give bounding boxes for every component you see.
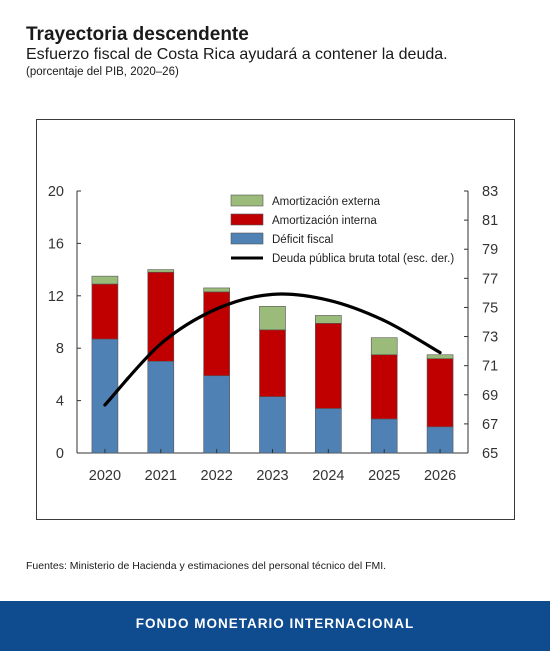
bar-segment (315, 315, 342, 324)
legend-swatch (230, 213, 264, 226)
footer-bar: FONDO MONETARIO INTERNACIONAL (0, 601, 550, 651)
left-axis-tick-label: 20 (48, 184, 64, 200)
bar-segment (315, 408, 342, 454)
right-axis-tick-label: 79 (482, 242, 498, 258)
x-axis-tick-label: 2021 (145, 468, 177, 484)
chart-plot: 0 4 8 12 16 20 65 67 69 71 73 75 77 79 81 83 2020 2021 202… (48, 184, 498, 484)
left-axis-tick-label: 0 (56, 446, 64, 462)
left-axis-tick-label: 12 (48, 289, 64, 305)
right-axis-tick-label: 81 (482, 213, 498, 229)
legend-swatch (230, 232, 264, 245)
legend-label: Amortización externa (272, 196, 381, 208)
source-note: Fuentes: Ministerio de Hacienda y estima… (26, 560, 387, 572)
bar-segment (259, 396, 286, 454)
bar-segment (370, 354, 398, 420)
x-axis-tick-label: 2020 (89, 468, 121, 484)
debt-line-point (327, 298, 330, 302)
bar-segment (426, 354, 454, 359)
x-axis-tick-label: 2022 (201, 468, 233, 484)
debt-line-point (438, 351, 442, 354)
bar-segment (370, 337, 398, 356)
right-axis-tick-label: 83 (482, 184, 498, 200)
right-axis-tick-label: 71 (482, 359, 498, 375)
x-axis-tick-label: 2026 (424, 468, 456, 484)
legend-swatch (230, 194, 264, 207)
legend-label: Déficit fiscal (272, 234, 333, 246)
left-axis-tick-label: 8 (56, 341, 64, 357)
x-axis-tick-label: 2023 (256, 468, 288, 484)
bar-segment (370, 418, 398, 454)
chart-frame: 0 4 8 12 16 20 65 67 69 71 73 75 77 79 81 83 2020 2021 202… (36, 119, 515, 520)
right-axis-tick-label: 69 (482, 388, 498, 404)
bar-segment (147, 361, 175, 454)
left-axis-tick-label: 4 (56, 394, 64, 410)
debt-line-point (271, 293, 274, 296)
bar-segment (91, 275, 119, 285)
legend-label: Amortización interna (272, 215, 377, 227)
bar-segment (203, 375, 230, 454)
left-axis-tick-label: 16 (48, 236, 64, 252)
right-axis-tick-label: 65 (482, 446, 498, 462)
right-axis-tick-label: 77 (482, 271, 498, 287)
legend-label: Deuda pública bruta total (esc. der.) (272, 253, 454, 265)
chart-subtitle: Esfuerzo fiscal de Costa Rica ayudará a … (26, 46, 448, 63)
bar-segment (203, 287, 230, 293)
debt-line-point (383, 319, 386, 322)
debt-line-point (215, 307, 218, 311)
chart-units-note: (porcentaje del PIB, 2020–26) (26, 66, 179, 78)
debt-line-point (103, 403, 107, 407)
bar-segment (259, 305, 286, 331)
x-axis-tick-label: 2025 (368, 468, 400, 484)
right-axis-tick-label: 75 (482, 300, 498, 316)
debt-line-point (159, 342, 162, 346)
bar-segment (259, 329, 286, 397)
right-axis-tick-label: 73 (482, 330, 498, 346)
bar-segment (147, 269, 175, 273)
bar-segment (315, 323, 342, 409)
bar-segment (91, 283, 119, 340)
footer-brand: FONDO MONETARIO INTERNACIONAL (135, 616, 415, 631)
x-axis-tick-label: 2024 (312, 468, 344, 484)
bar-segment (426, 358, 454, 428)
right-axis-tick-label: 67 (482, 417, 498, 433)
bar-segment (147, 271, 175, 362)
chart-title: Trayectoria descendente (26, 24, 249, 45)
